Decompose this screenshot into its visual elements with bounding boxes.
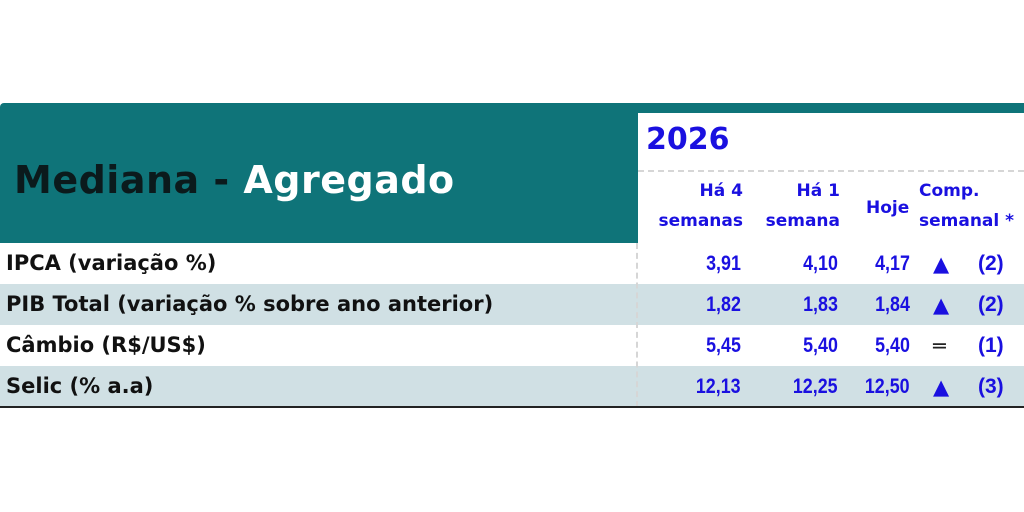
up-triangle-icon: ▲ bbox=[933, 375, 950, 399]
equal-icon: ═ bbox=[933, 334, 946, 358]
weekly-count: (2) bbox=[978, 252, 1004, 275]
table-row: PIB Total (variação % sobre ano anterior… bbox=[0, 284, 1024, 325]
row-label: Selic (% a.a) bbox=[6, 374, 154, 398]
table-row: Câmbio (R$/US$) 5,45 5,40 5,40 ═ (1) bbox=[0, 325, 1024, 366]
header-text: Há 1 bbox=[796, 181, 840, 201]
header-text: Há 4 bbox=[699, 181, 743, 201]
header-4-weeks: Há 4 semanas bbox=[658, 176, 743, 236]
row-label: Câmbio (R$/US$) bbox=[6, 333, 206, 357]
divider bbox=[638, 170, 1024, 172]
value-1-week: 5,40 bbox=[803, 334, 838, 357]
column-divider bbox=[636, 243, 638, 407]
header-today: Hoje bbox=[866, 198, 910, 218]
value-today: 4,17 bbox=[875, 252, 910, 275]
weekly-count: (1) bbox=[978, 334, 1004, 357]
header-text: semana bbox=[765, 211, 840, 231]
row-label: PIB Total (variação % sobre ano anterior… bbox=[6, 292, 494, 316]
weekly-count: (3) bbox=[978, 375, 1004, 398]
value-4-weeks: 12,13 bbox=[696, 375, 741, 398]
table-bottom-border bbox=[0, 406, 1024, 408]
title-part2: Agregado bbox=[243, 158, 455, 202]
year-label: 2026 bbox=[646, 122, 730, 157]
title-part1: Mediana - bbox=[14, 158, 244, 202]
header-text: semanas bbox=[658, 211, 743, 231]
table-row: IPCA (variação %) 3,91 4,10 4,17 ▲ (2) bbox=[0, 243, 1024, 284]
value-1-week: 1,83 bbox=[803, 293, 838, 316]
row-label: IPCA (variação %) bbox=[6, 251, 217, 275]
header-text: Comp. bbox=[919, 181, 980, 201]
weekly-count: (2) bbox=[978, 293, 1004, 316]
header-1-week: Há 1 semana bbox=[766, 176, 840, 236]
up-triangle-icon: ▲ bbox=[933, 252, 950, 276]
table-row: Selic (% a.a) 12,13 12,25 12,50 ▲ (3) bbox=[0, 366, 1024, 407]
value-1-week: 12,25 bbox=[793, 375, 838, 398]
value-today: 5,40 bbox=[875, 334, 910, 357]
header-text: semanal * bbox=[919, 211, 1015, 231]
value-1-week: 4,10 bbox=[803, 252, 838, 275]
up-triangle-icon: ▲ bbox=[933, 293, 950, 317]
header-weekly-comp: Comp. semanal * bbox=[919, 176, 1014, 236]
year-panel bbox=[638, 113, 1024, 243]
value-today: 12,50 bbox=[865, 375, 910, 398]
table-title: Mediana - Agregado bbox=[14, 158, 455, 202]
value-4-weeks: 3,91 bbox=[706, 252, 741, 275]
value-4-weeks: 5,45 bbox=[706, 334, 741, 357]
value-4-weeks: 1,82 bbox=[706, 293, 741, 316]
value-today: 1,84 bbox=[875, 293, 910, 316]
